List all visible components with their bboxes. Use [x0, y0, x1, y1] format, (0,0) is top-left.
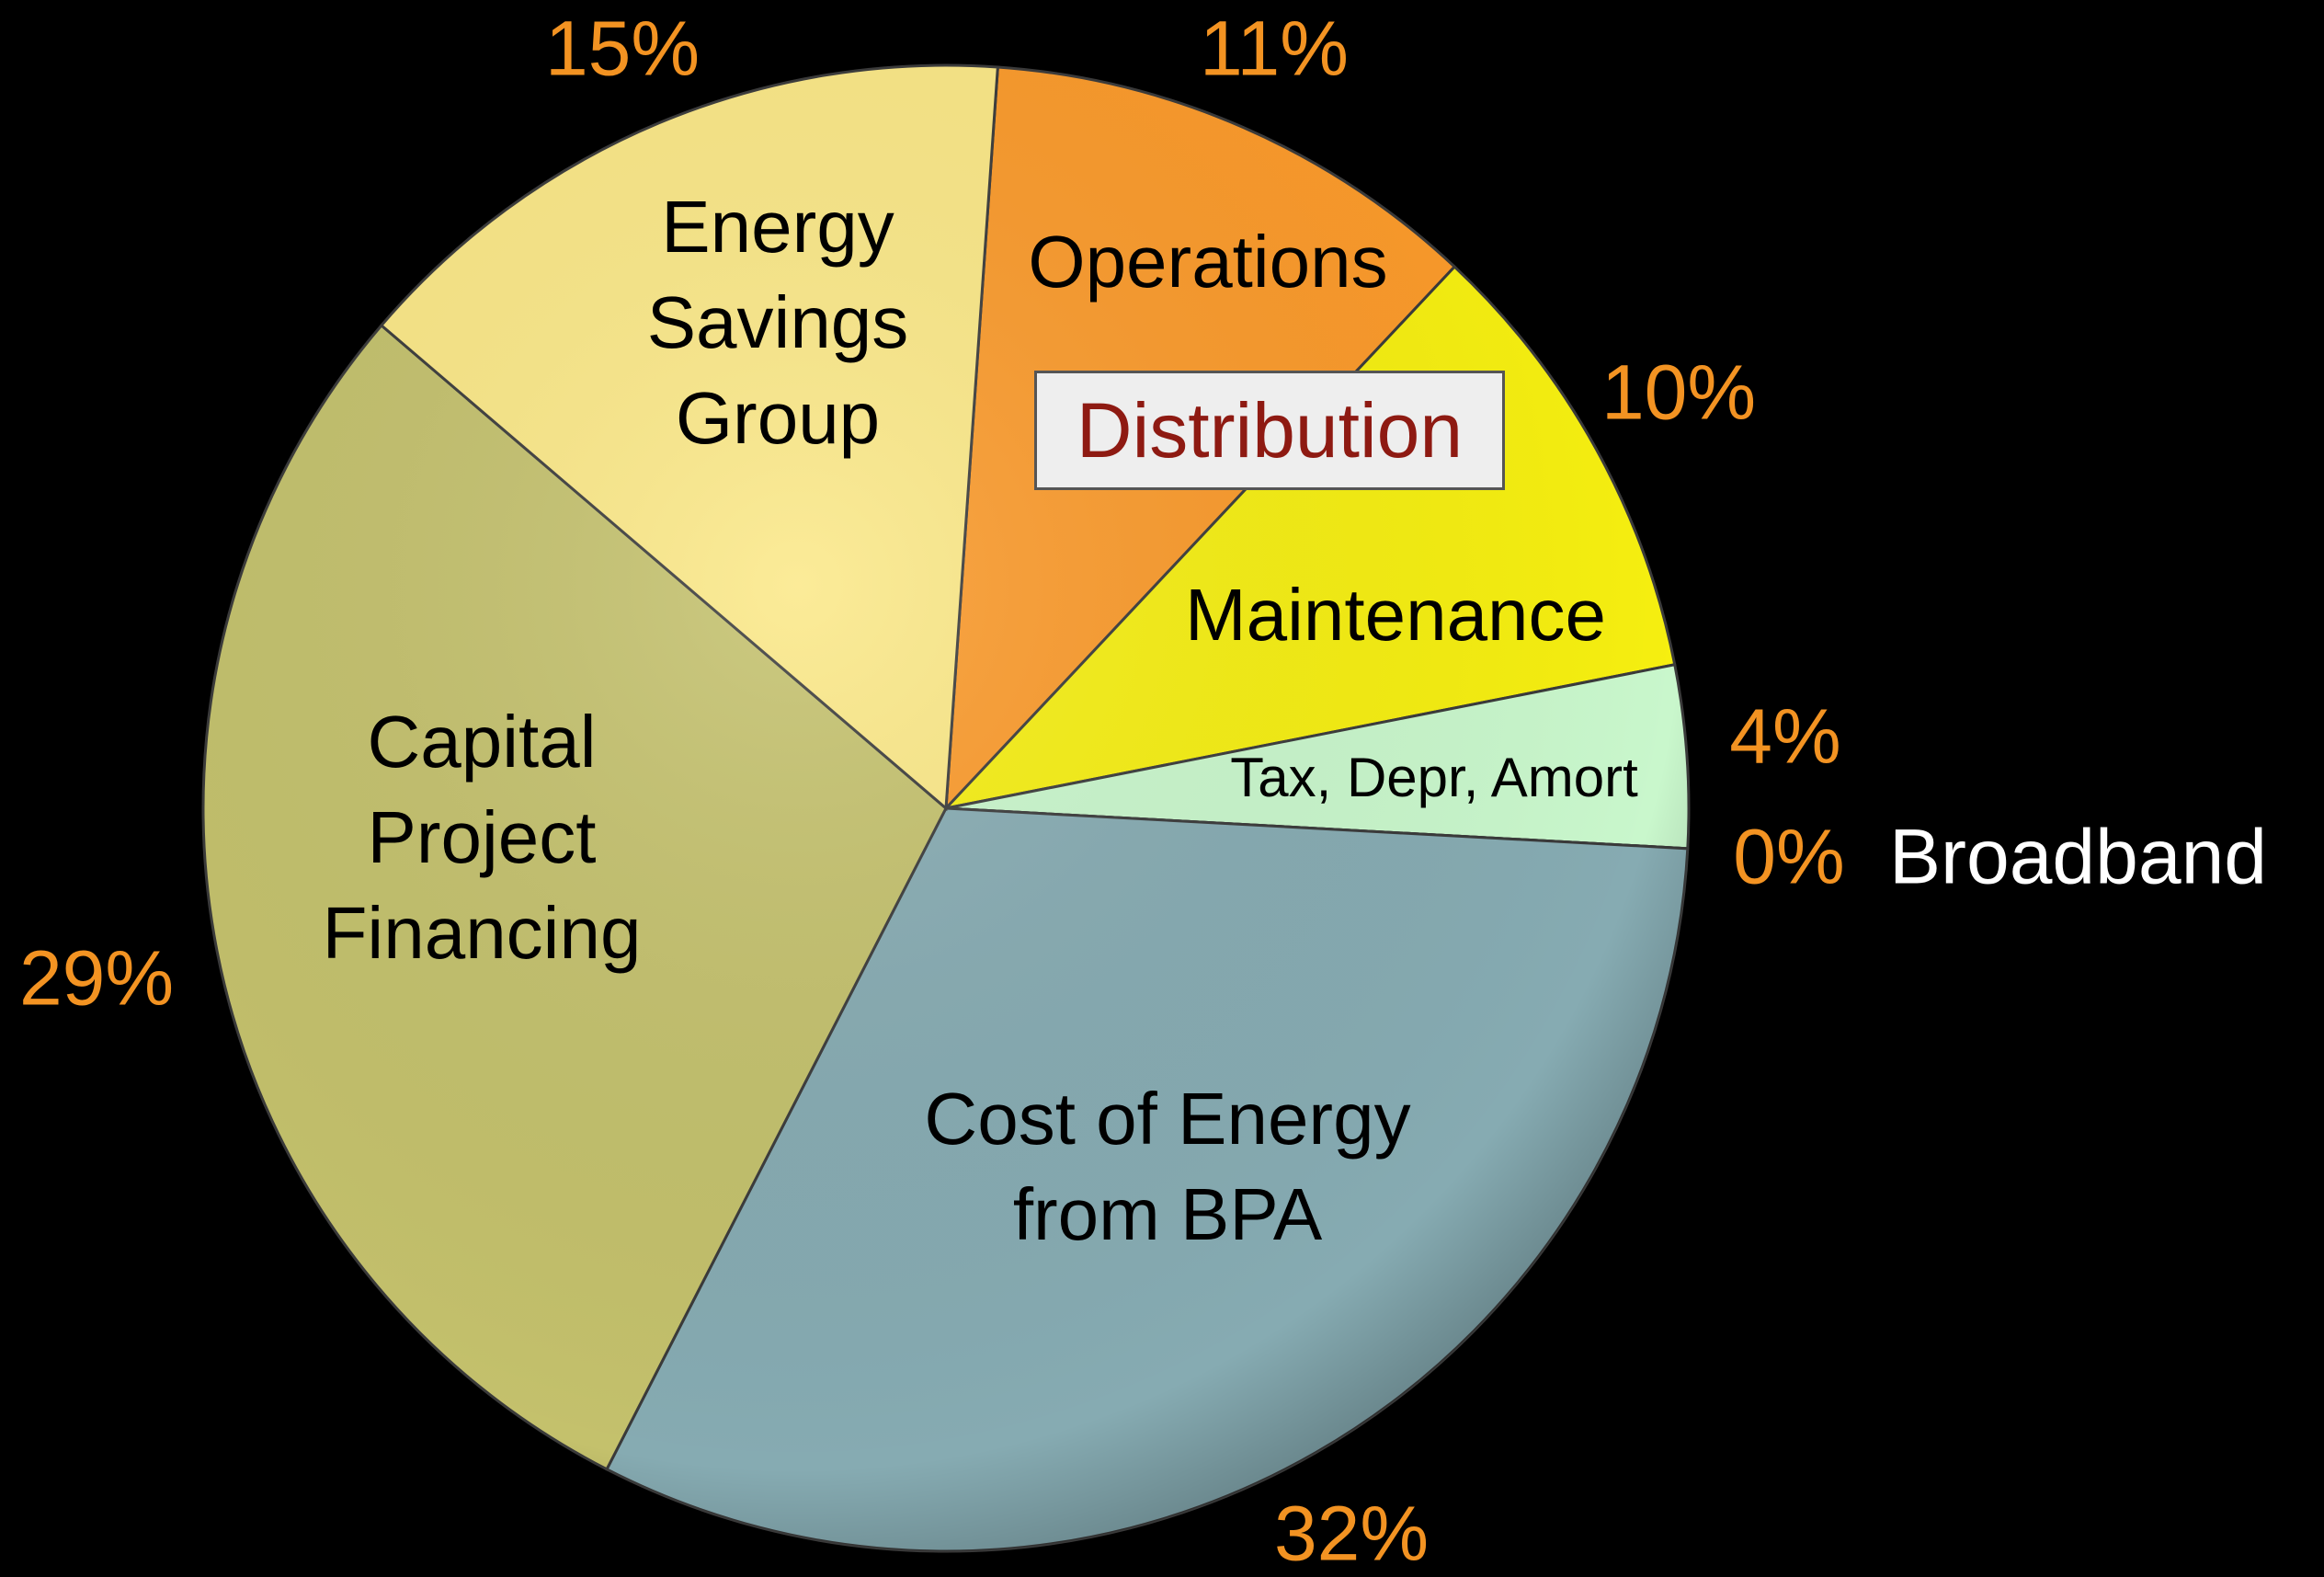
slice-label: Energy Savings Group: [646, 186, 909, 459]
annotation: Distribution: [1034, 371, 1505, 490]
slice-label: Broadband: [1889, 813, 2268, 900]
slice-label: Operations: [1028, 221, 1388, 303]
value-label: 32%: [1273, 1490, 1430, 1577]
value-label: 29%: [18, 934, 175, 1022]
value-label: 11%: [1200, 5, 1349, 92]
slice-label: Maintenance: [1184, 574, 1607, 656]
slice-label: Cost of Energy from BPA: [924, 1078, 1411, 1255]
value-label: 10%: [1601, 349, 1757, 436]
value-label: 15%: [544, 5, 701, 92]
slice-label: Tax, Depr, Amort: [1230, 747, 1638, 808]
slice-label: Capital Project Financing: [322, 701, 642, 974]
value-label: 4%: [1729, 692, 1841, 780]
value-label: 0%: [1733, 813, 1845, 900]
